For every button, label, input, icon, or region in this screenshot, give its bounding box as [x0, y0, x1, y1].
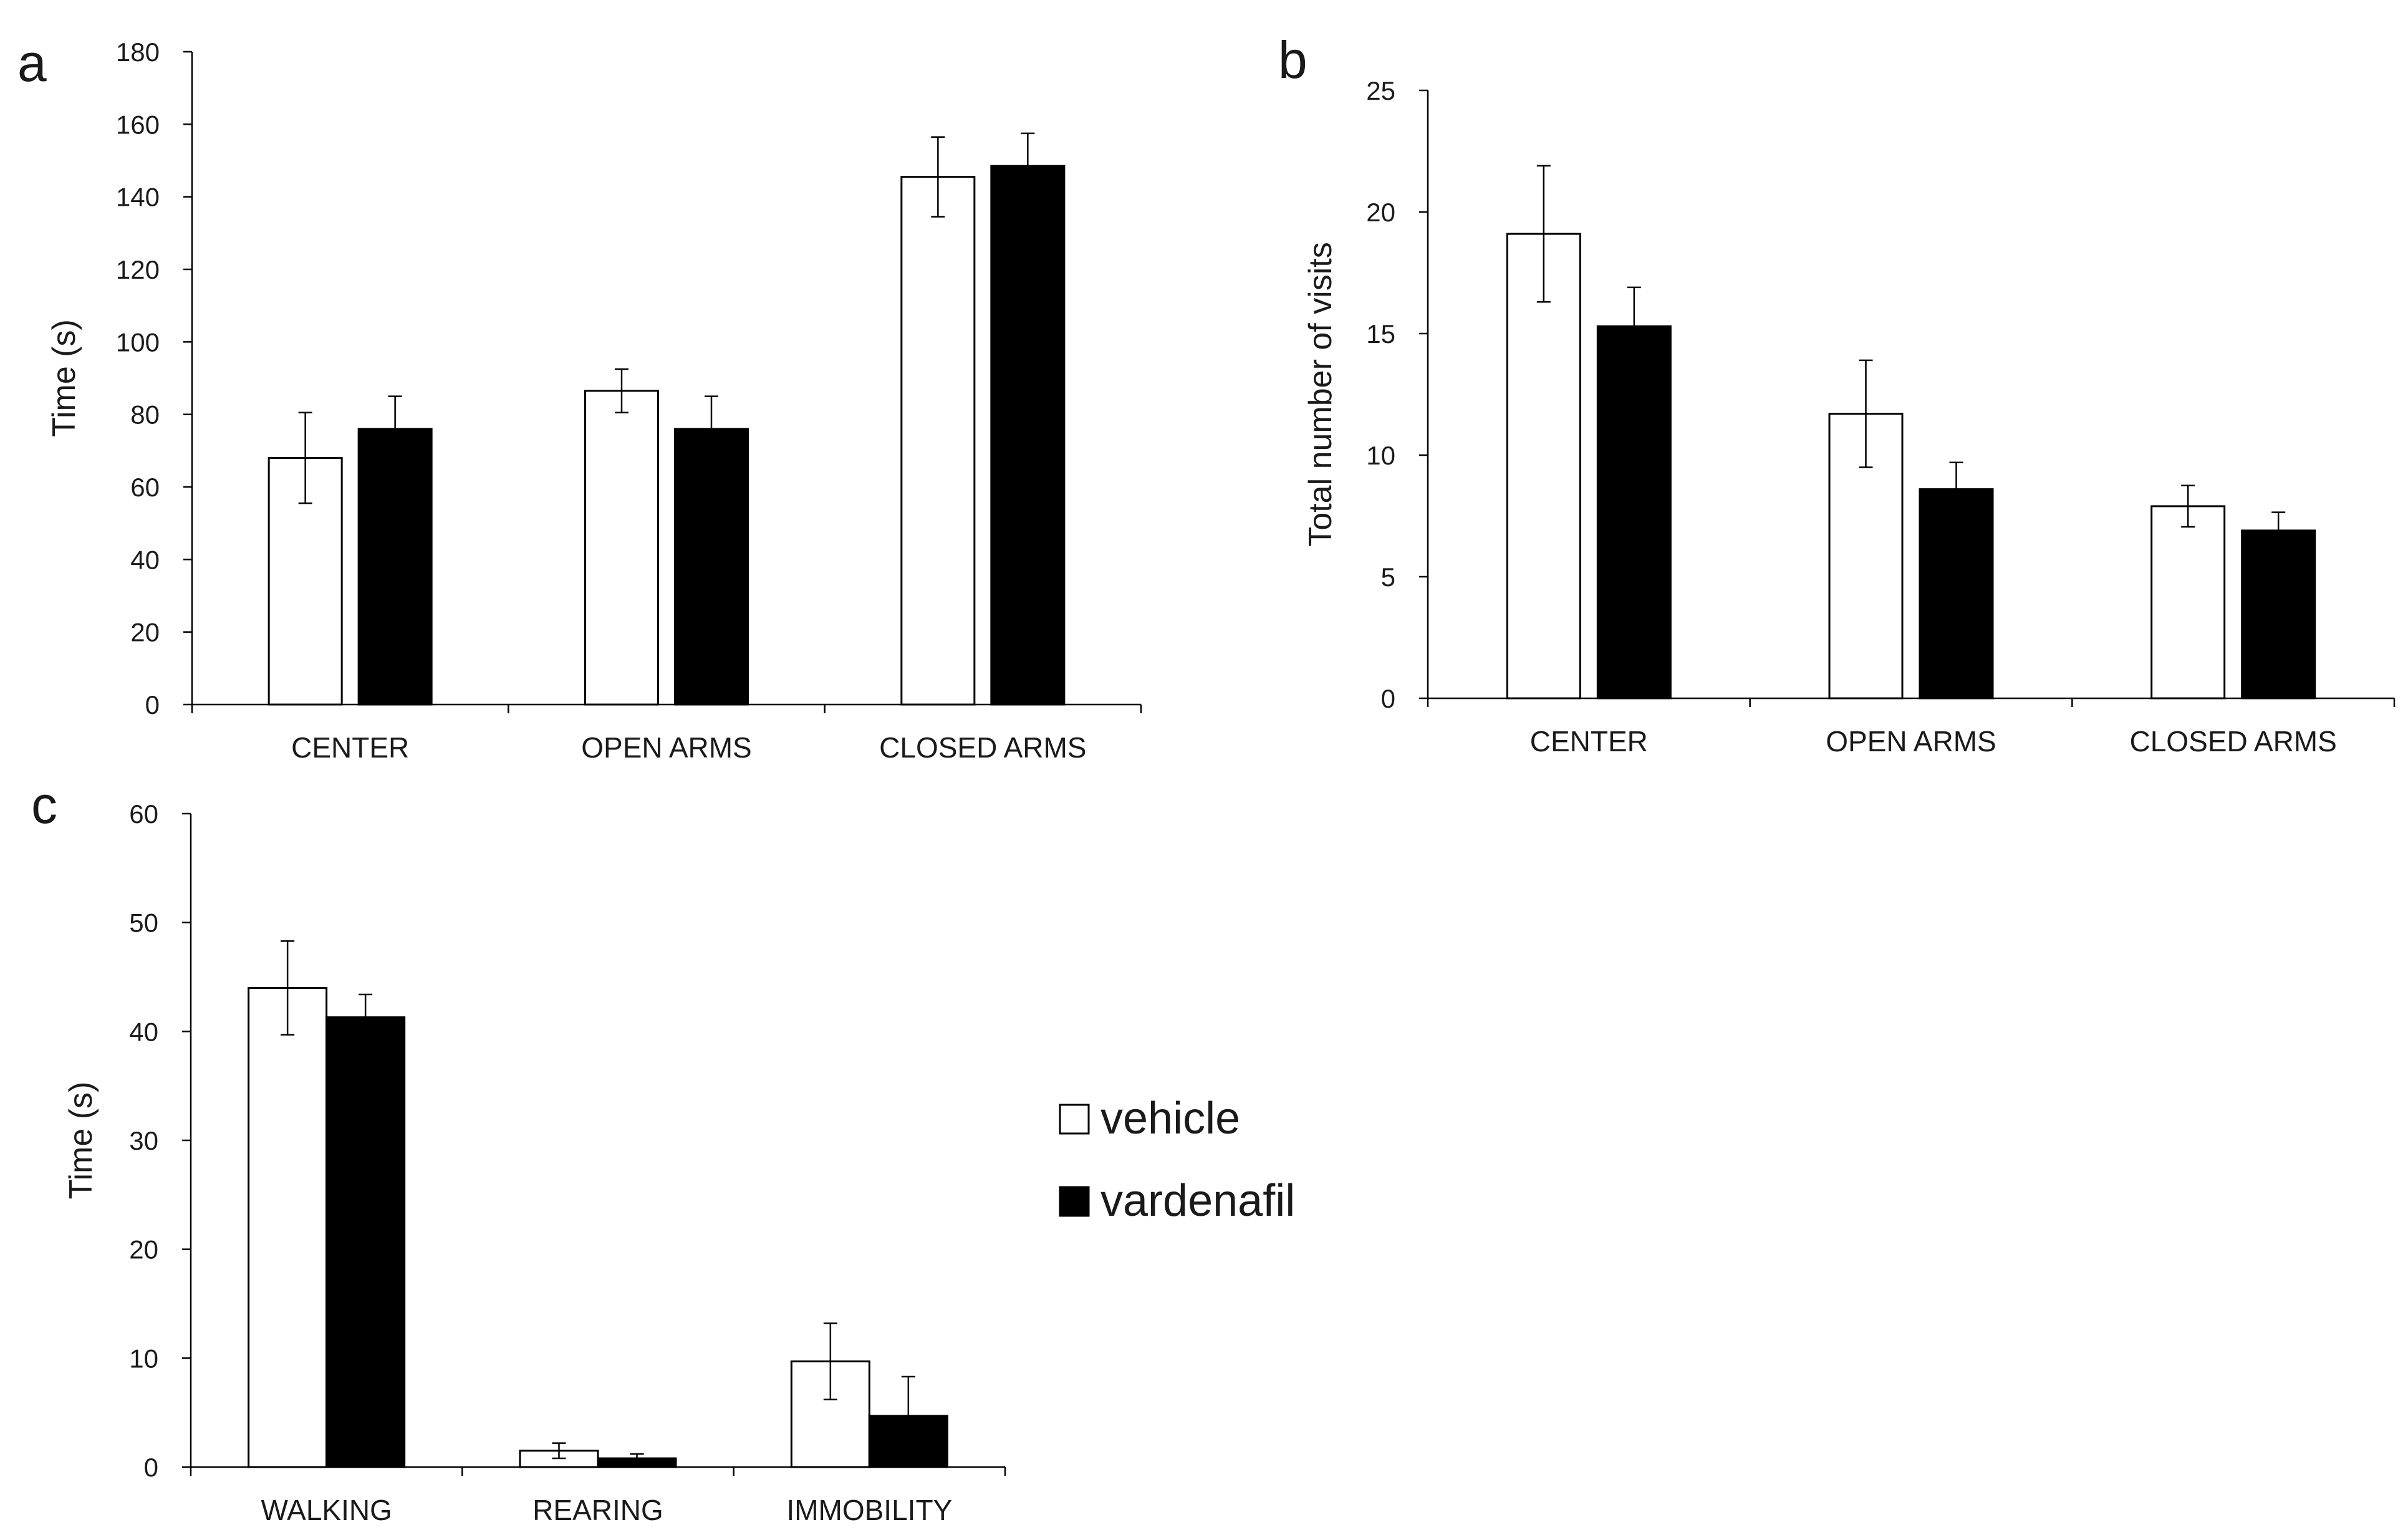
panel-c-category-label: REARING — [532, 1494, 663, 1526]
panel-c-category-label: IMMOBILITY — [786, 1494, 952, 1526]
panel-b-bar-vardenafil — [1596, 325, 1672, 700]
panel-b-y-axis-label: Total number of visits — [1303, 242, 1339, 546]
legend-vardenafil-swatch — [1059, 1186, 1090, 1217]
panel-b-chart: 0 5 10 15 20 25 Total number of visits CENTER OP… — [1303, 76, 2396, 758]
panel-c-y-tick-label: 40 — [129, 1017, 158, 1046]
legend-vehicle-swatch — [1059, 1104, 1090, 1135]
panel-b-category-label: OPEN ARMS — [1826, 725, 1996, 758]
panel-a-y-tick-label: 0 — [145, 690, 160, 719]
panel-a-y-tick-label: 180 — [116, 37, 160, 67]
panel-a-y-tick-label: 20 — [130, 618, 160, 647]
panel-b-y-tick-label: 15 — [1366, 319, 1395, 349]
panel-c-category-label: WALKING — [261, 1494, 392, 1526]
panel-a-y-tick-label: 160 — [116, 110, 160, 139]
panel-b-bar-vardenafil — [1919, 488, 1994, 700]
panel-a-bar-vehicle — [267, 456, 343, 706]
panel-a-bar-vehicle — [900, 176, 976, 706]
panel-a-category-label: CLOSED ARMS — [879, 731, 1086, 764]
panel-b-bar-vehicle — [1506, 233, 1581, 700]
panel-a-bar-vehicle — [584, 390, 659, 706]
panel-c-y-tick-label: 10 — [129, 1344, 158, 1373]
legend-vardenafil-label: vardenafil — [1100, 1176, 1295, 1226]
legend-vehicle-label: vehicle — [1100, 1094, 1240, 1143]
panel-b-bar-vehicle — [2150, 505, 2226, 700]
panel-c-bar-vehicle — [248, 986, 328, 1468]
panel-b-y-tick-label: 0 — [1381, 684, 1395, 713]
panel-b-y-tick-label: 10 — [1366, 441, 1395, 470]
panel-a-y-tick-label: 60 — [130, 473, 160, 502]
panel-a-y-tick-label: 140 — [116, 183, 160, 212]
panel-a-letter: a — [17, 34, 47, 92]
panel-a-category-label: CENTER — [291, 731, 409, 764]
panel-a-bar-vardenafil — [674, 428, 749, 706]
panel-c-y-tick-label: 20 — [129, 1235, 158, 1264]
panel-a-y-tick-label: 80 — [130, 400, 160, 430]
panel-a-y-tick-label: 120 — [116, 255, 160, 284]
panel-c-letter: c — [31, 776, 57, 834]
panel-c-y-tick-label: 60 — [129, 799, 158, 829]
panel-b-y-tick-label: 5 — [1381, 562, 1395, 592]
panel-a-y-axis-label: Time (s) — [46, 319, 82, 437]
panel-a-bar-vardenafil — [357, 428, 433, 706]
panel-a-bar-vardenafil — [990, 165, 1066, 706]
panel-a-y-tick-label: 40 — [130, 545, 160, 574]
panel-c-y-tick-label: 30 — [129, 1126, 158, 1155]
panel-b-category-label: CLOSED ARMS — [2130, 725, 2337, 758]
panel-c-chart: 0 10 20 30 40 50 60 Time (s) WALKING REARING IMMOB… — [63, 799, 1006, 1526]
panel-b-category-label: CENTER — [1530, 725, 1648, 758]
panel-b-y-tick-label: 20 — [1366, 198, 1395, 227]
panel-c-bar-vardenafil — [325, 1016, 406, 1468]
panel-b-bar-vardenafil — [2241, 529, 2316, 700]
panel-a-y-tick-label: 100 — [116, 327, 160, 357]
legend: vehicle vardenafil — [1059, 1094, 1295, 1226]
panel-a-chart: 0 20 40 60 80 100 120 140 160 180 Time (s) CENTER OP… — [46, 37, 1142, 764]
panel-b-letter: b — [1278, 31, 1308, 89]
panel-a-category-label: OPEN ARMS — [581, 731, 752, 764]
panel-c-y-tick-label: 0 — [144, 1453, 158, 1482]
panel-c-y-tick-label: 50 — [129, 908, 158, 938]
panel-c-y-axis-label: Time (s) — [63, 1082, 99, 1200]
panel-b-y-tick-label: 25 — [1366, 76, 1395, 105]
